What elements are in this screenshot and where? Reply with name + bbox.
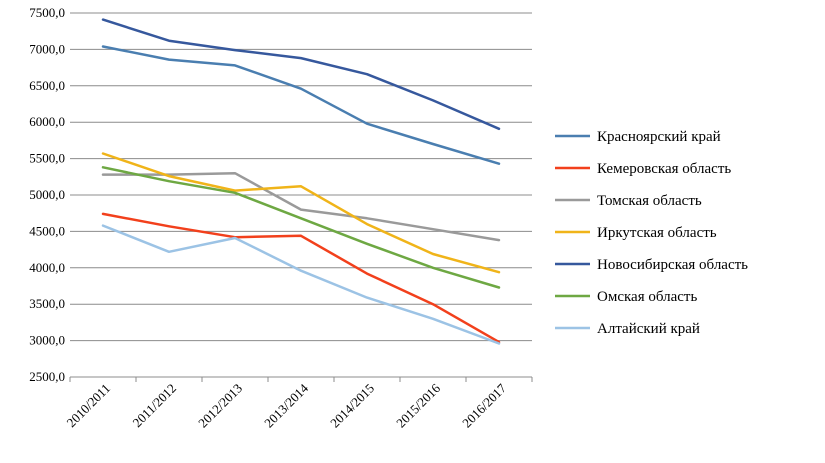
- series-line-0: [101, 45, 501, 165]
- y-tick-label: 6500,0: [29, 78, 65, 93]
- y-tick-label: 6000,0: [29, 114, 65, 129]
- x-tick-label: 2016/2017: [459, 380, 509, 430]
- legend-label-5: Омская область: [597, 289, 697, 305]
- series-lines: [101, 18, 501, 345]
- series-line-6: [101, 224, 501, 345]
- y-tick-label: 4000,0: [29, 260, 65, 275]
- y-tick-label: 7500,0: [29, 5, 65, 20]
- x-axis-tick-labels: 2010/2011 2011/2012 2012/2013 2013/2014 2014…: [64, 380, 510, 430]
- legend-label-4: Новосибирская область: [597, 257, 748, 273]
- x-tick-label: 2013/2014: [261, 380, 311, 430]
- x-tick-label: 2015/2016: [393, 380, 443, 430]
- legend-label-1: Кемеровская область: [597, 161, 731, 177]
- y-tick-label: 4500,0: [29, 223, 65, 238]
- series-line-5: [101, 166, 501, 289]
- y-tick-label: 3000,0: [29, 333, 65, 348]
- legend: Красноярский край Кемеровская область Томс…: [555, 129, 748, 337]
- y-tick-label: 7000,0: [29, 41, 65, 56]
- gridlines: [69, 12, 533, 382]
- x-tick-label: 2011/2012: [130, 381, 180, 431]
- legend-label-3: Иркутская область: [597, 225, 717, 241]
- legend-label-6: Алтайский край: [597, 321, 700, 337]
- series-line-2: [101, 171, 501, 242]
- x-tick-label: 2012/2013: [195, 381, 245, 431]
- y-tick-label: 5000,0: [29, 187, 65, 202]
- y-tick-label: 3500,0: [29, 296, 65, 311]
- x-tick-label: 2010/2011: [64, 381, 114, 431]
- series-line-1: [101, 212, 501, 344]
- y-tick-label: 2500,0: [29, 369, 65, 384]
- series-line-3: [101, 152, 501, 274]
- x-tick-label: 2014/2015: [327, 381, 377, 431]
- y-axis-tick-labels: 2500,0 3000,0 3500,0 4000,0 4500,0 5000,0 5500…: [29, 5, 65, 384]
- legend-label-0: Красноярский край: [597, 129, 721, 145]
- y-tick-label: 5500,0: [29, 151, 65, 166]
- series-line-4: [101, 18, 501, 131]
- legend-label-2: Томская область: [597, 193, 702, 209]
